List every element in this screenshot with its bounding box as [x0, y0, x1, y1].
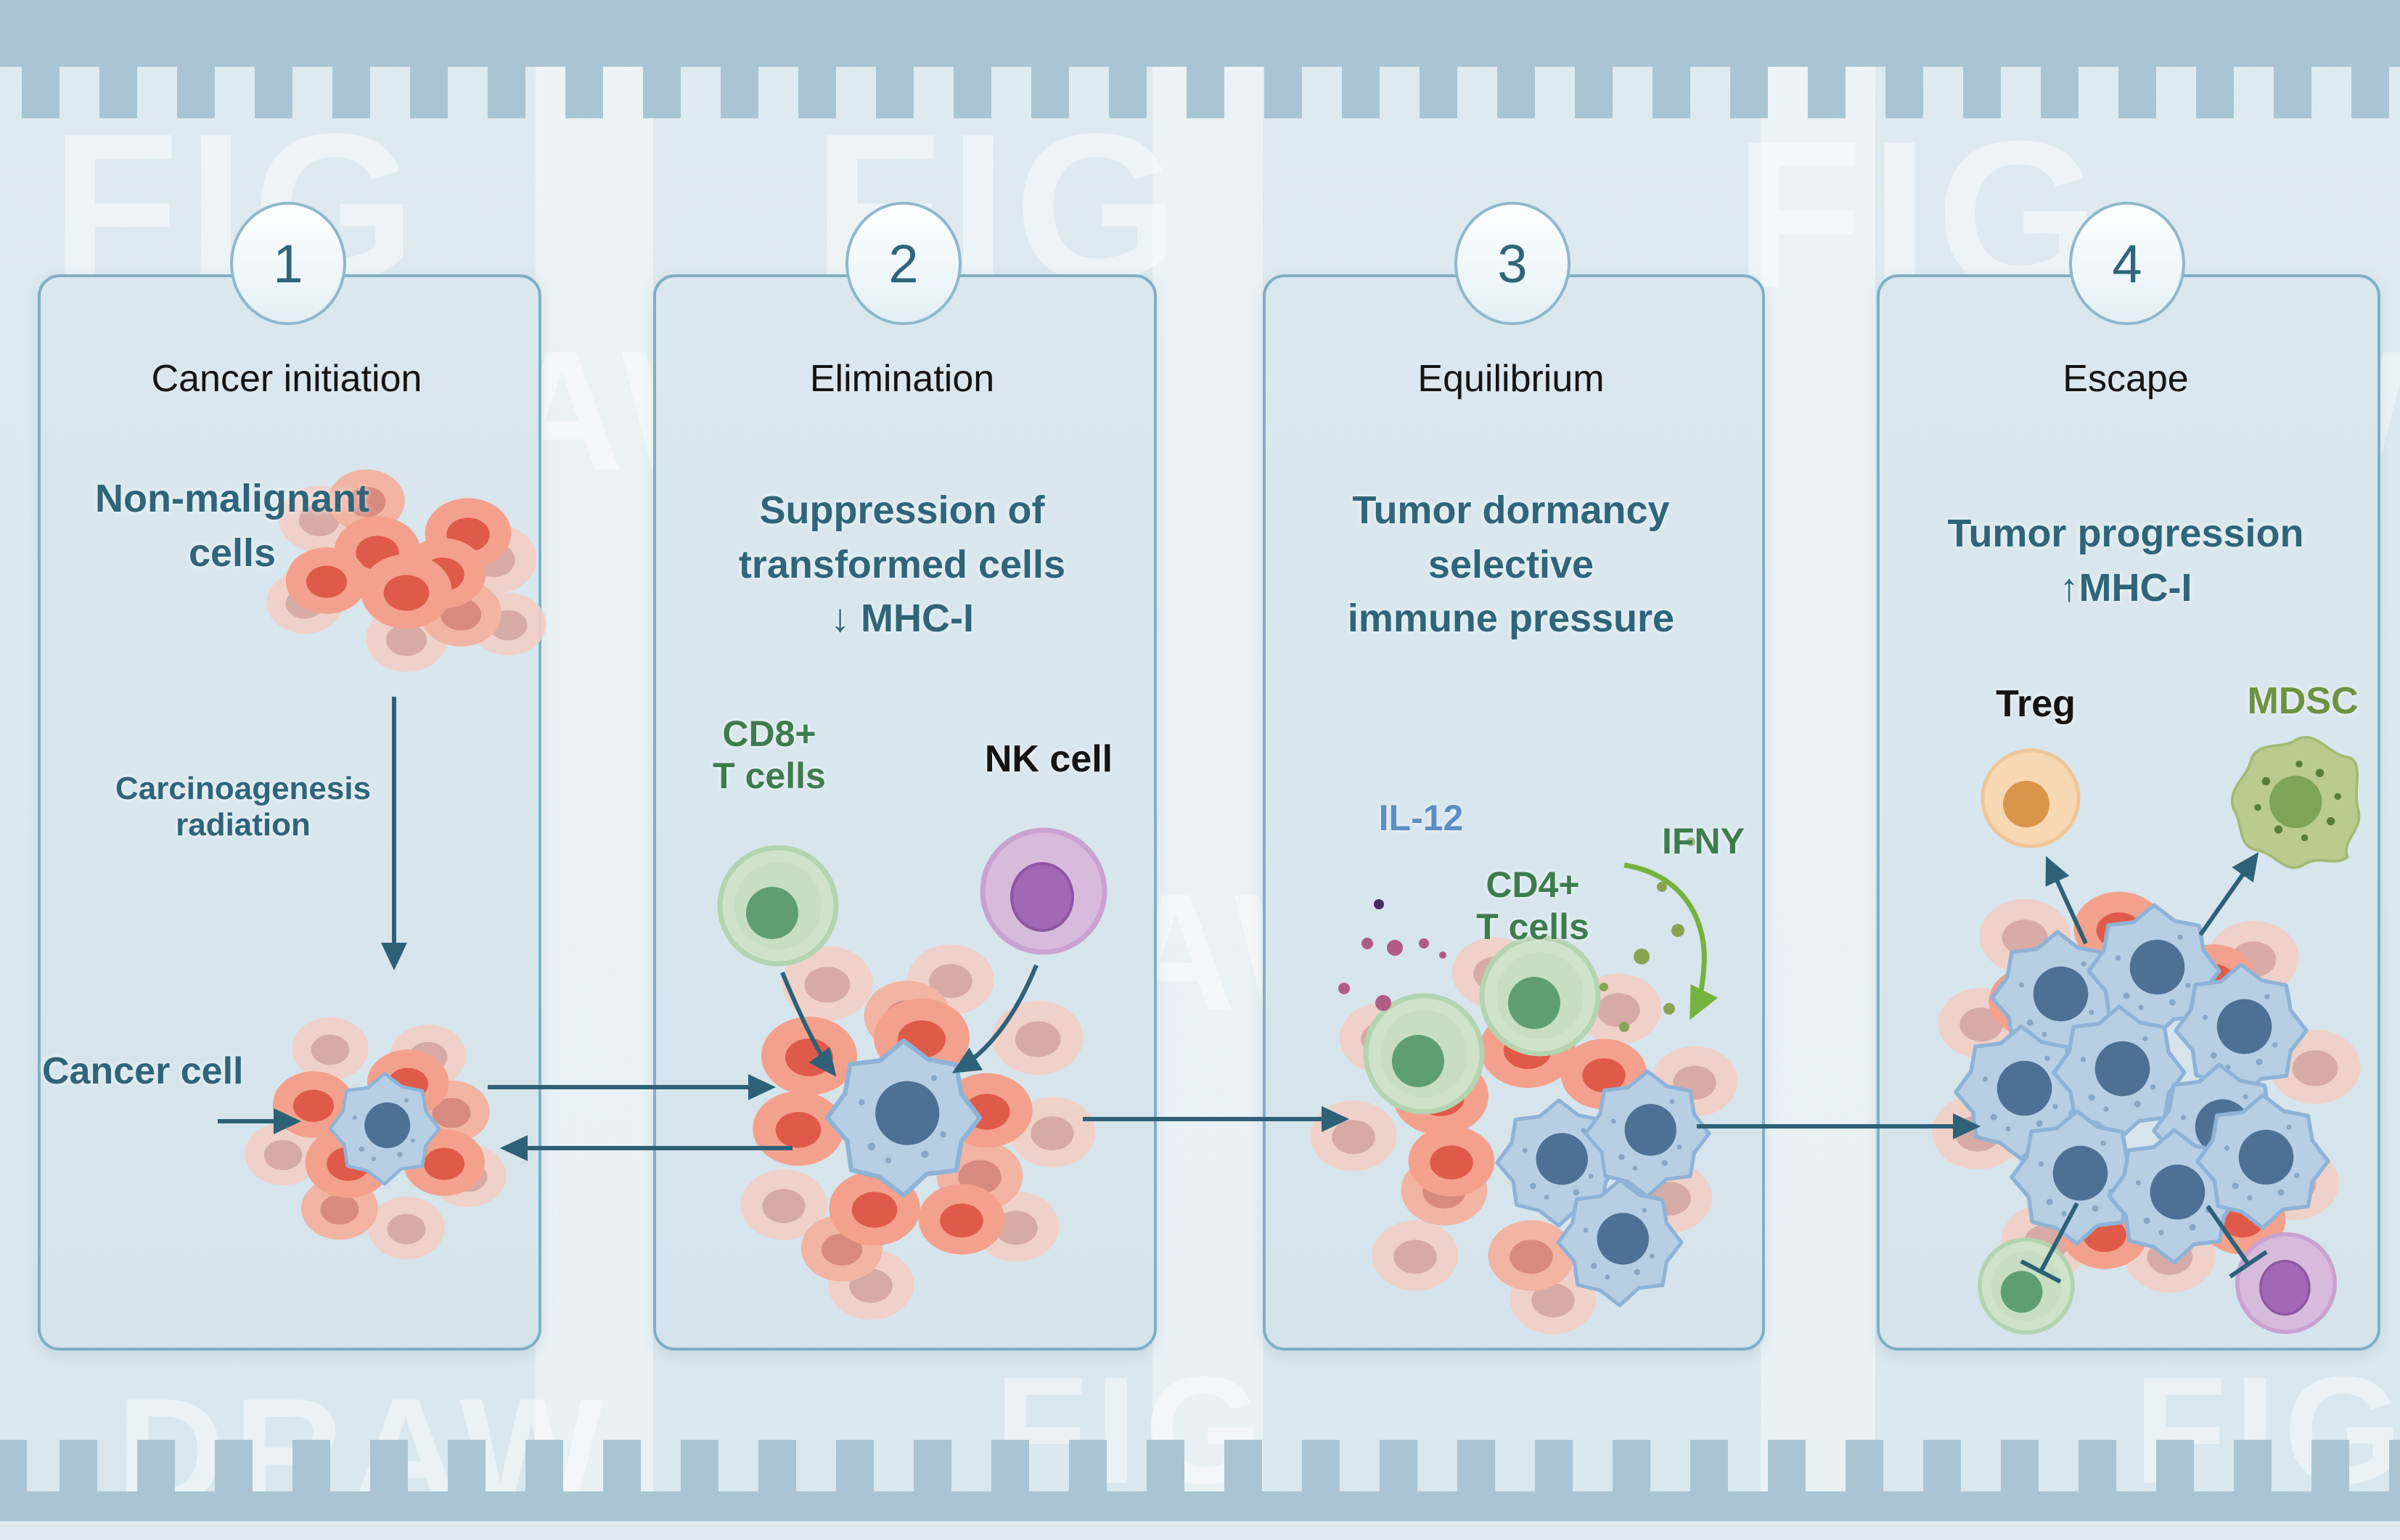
cancer-cell-label: Cancer cell	[42, 1050, 244, 1092]
ifny-label: IFNY	[1662, 821, 1745, 861]
nk-cell-label: NK cell	[984, 738, 1113, 780]
stage-number-badge: 4	[2069, 202, 2185, 325]
stage-title: Escape	[2063, 358, 2189, 400]
stage-subtitle: Tumor progression ↑MHC-I	[1947, 512, 2304, 610]
bottom-border-band	[0, 1491, 2400, 1521]
il12-label: IL-12	[1378, 798, 1464, 838]
mdsc-label: MDSC	[2247, 680, 2359, 722]
stage-number: 4	[2112, 233, 2142, 294]
treg-label: Treg	[1996, 683, 2076, 725]
carcinogenesis-radiation-label: Carcinoagenesis radiation	[115, 771, 372, 843]
stage-title: Elimination	[809, 358, 995, 400]
panel-gap-stripe	[1152, 0, 1263, 1521]
panel-escape	[1877, 274, 2380, 1351]
stage-subtitle: Tumor dormancy selective immune pressure	[1347, 488, 1675, 641]
top-border-teeth	[0, 67, 2400, 118]
top-border-band	[0, 0, 2400, 67]
stage-subtitle: Suppression of transformed cells ↓ MHC-I	[738, 488, 1066, 641]
stage-subtitle: Non-malignant cells	[95, 477, 369, 575]
panel-equilibrium	[1263, 274, 1765, 1351]
cd8-t-cells-label: CD8+ T cells	[713, 713, 826, 796]
panel-gap-stripe	[1761, 0, 1875, 1521]
panel-elimination	[653, 274, 1157, 1351]
panel-gap-stripe	[536, 0, 653, 1521]
stage-number-badge: 3	[1454, 202, 1570, 325]
stage-number: 3	[1497, 233, 1528, 294]
bottom-border-teeth	[0, 1440, 2400, 1491]
stage-number-badge: 1	[230, 202, 346, 325]
cd4-t-cells-label: CD4+ T cells	[1476, 864, 1589, 947]
stage-title: Cancer initiation	[151, 358, 422, 400]
stage-number: 2	[888, 233, 919, 294]
stage-title: Equilibrium	[1417, 358, 1605, 400]
stage-number: 1	[273, 233, 303, 294]
stage-number-badge: 2	[845, 202, 962, 325]
